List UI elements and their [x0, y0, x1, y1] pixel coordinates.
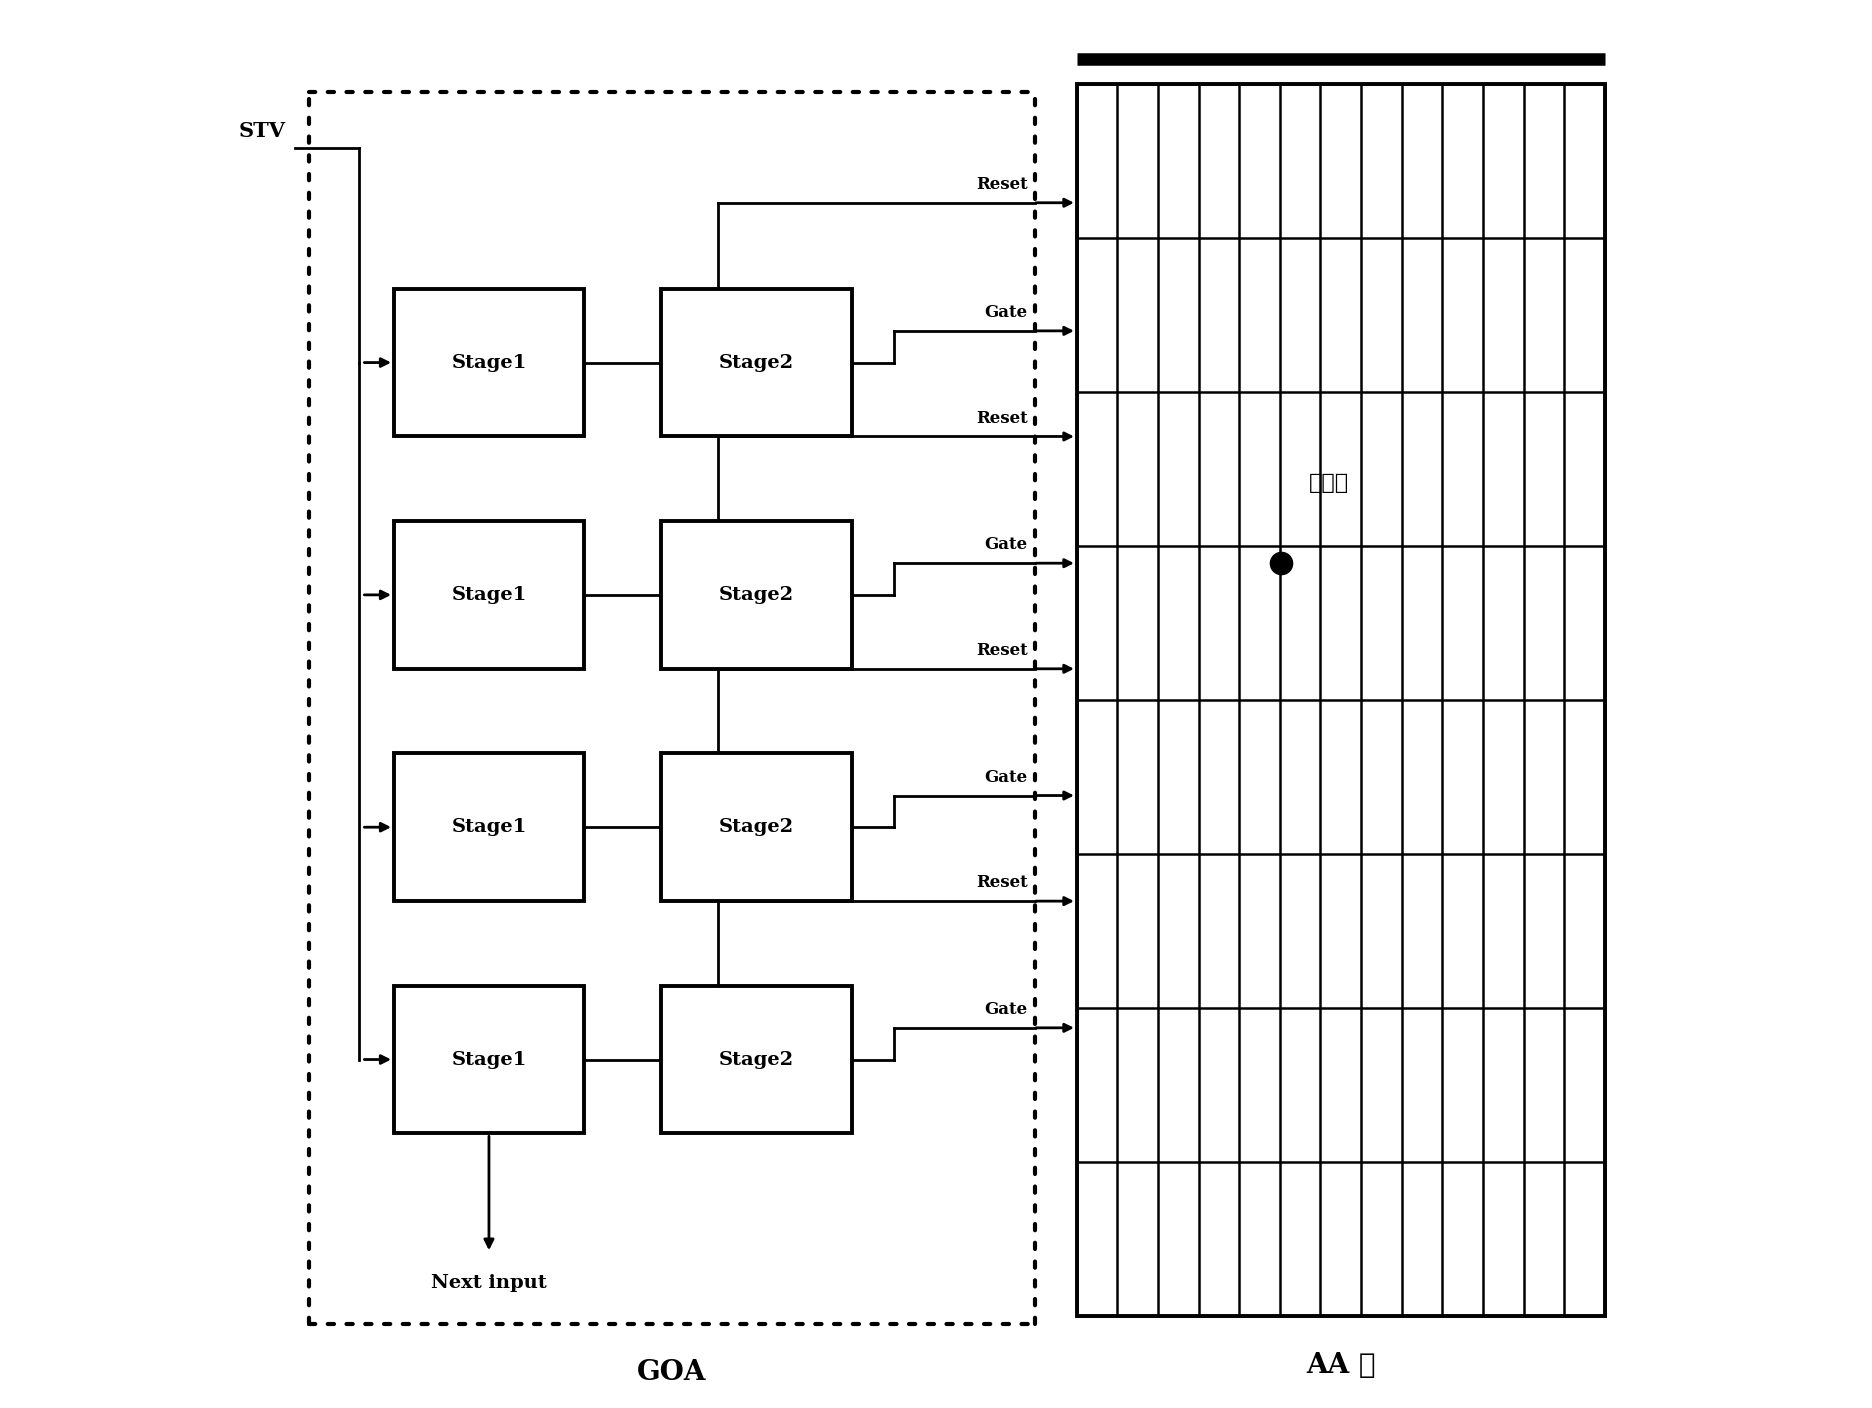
Text: Next input: Next input: [431, 1274, 547, 1293]
Bar: [661, 289, 852, 436]
Text: Gate: Gate: [985, 304, 1028, 321]
Text: 短路点: 短路点: [1309, 473, 1350, 493]
Text: Reset: Reset: [975, 874, 1028, 891]
Text: Stage2: Stage2: [719, 1050, 794, 1069]
Text: Stage1: Stage1: [451, 586, 526, 604]
Bar: [393, 521, 584, 669]
Text: Reset: Reset: [975, 410, 1028, 427]
Text: Gate: Gate: [985, 1001, 1028, 1018]
Bar: [393, 753, 584, 901]
Text: Stage1: Stage1: [451, 1050, 526, 1069]
Text: Gate: Gate: [985, 769, 1028, 786]
Text: Gate: Gate: [985, 536, 1028, 553]
Bar: [661, 986, 852, 1133]
Text: Reset: Reset: [975, 642, 1028, 659]
Bar: [661, 521, 852, 669]
Bar: [1076, 84, 1604, 1316]
Text: STV: STV: [240, 121, 286, 141]
Bar: [393, 289, 584, 436]
Text: Stage2: Stage2: [719, 353, 794, 372]
Text: Stage1: Stage1: [451, 353, 526, 372]
Text: Stage2: Stage2: [719, 586, 794, 604]
Text: GOA: GOA: [636, 1359, 708, 1385]
Text: Stage1: Stage1: [451, 818, 526, 836]
Bar: [393, 986, 584, 1133]
Text: Reset: Reset: [975, 176, 1028, 193]
Bar: [661, 753, 852, 901]
Text: Stage2: Stage2: [719, 818, 794, 836]
Text: AA 区: AA 区: [1307, 1352, 1376, 1378]
